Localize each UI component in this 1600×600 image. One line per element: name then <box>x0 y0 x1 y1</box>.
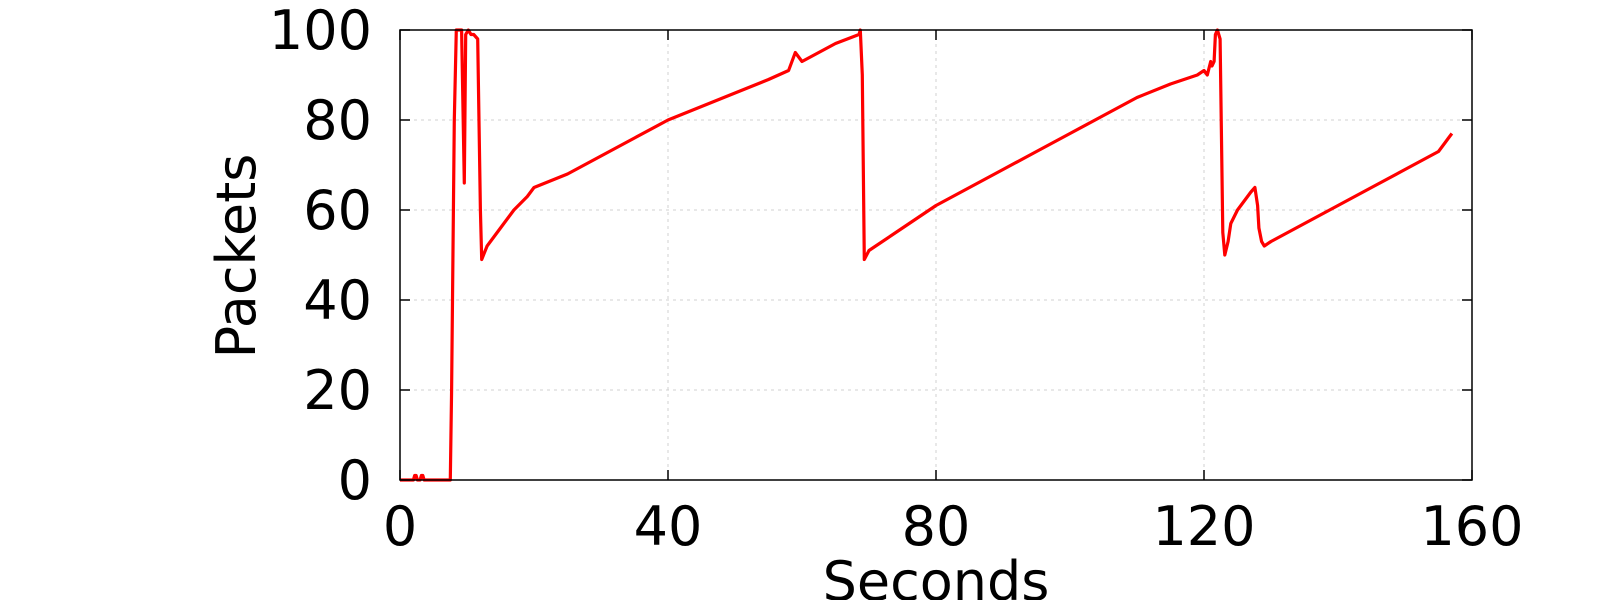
x-axis-title: Seconds <box>823 550 1050 600</box>
y-tick-label: 60 <box>303 179 372 242</box>
x-tick-labels: 0 40 80 120 160 <box>383 495 1524 558</box>
x-tick-label: 160 <box>1420 495 1523 558</box>
x-tick-label: 0 <box>383 495 417 558</box>
tick-marks <box>399 29 1473 481</box>
series-layer <box>400 28 1454 482</box>
y-tick-label: 20 <box>303 359 372 422</box>
grid-lines <box>400 30 1472 480</box>
y-tick-label: 40 <box>303 269 372 332</box>
x-tick-label: 80 <box>902 495 971 558</box>
x-tick-label: 40 <box>634 495 703 558</box>
y-tick-label: 0 <box>338 449 372 512</box>
x-tick-label: 120 <box>1152 495 1255 558</box>
series-line-0 <box>400 28 1454 482</box>
y-axis-title: Packets <box>205 154 268 359</box>
y-tick-label: 100 <box>269 0 372 62</box>
y-tick-label: 80 <box>303 89 372 152</box>
y-tick-labels: 0 20 40 60 80 100 <box>269 0 372 512</box>
